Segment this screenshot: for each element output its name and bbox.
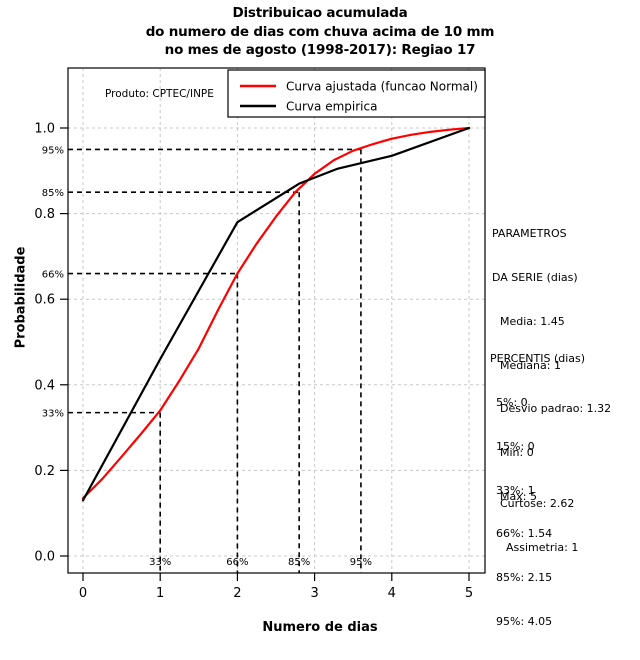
y-tick-label: 0.0 bbox=[34, 550, 55, 565]
percentil-85: 85%: 2.15 bbox=[496, 571, 553, 585]
produto-label: Produto: CPTEC/INPE bbox=[105, 88, 214, 100]
x-tick-label: 5 bbox=[465, 586, 473, 601]
y-tick-label: 0.2 bbox=[34, 464, 55, 479]
parameter-max: Max: 5 bbox=[500, 489, 537, 503]
percentis-heading: PERCENTIS (dias) bbox=[490, 352, 586, 366]
percentile-label-y: 66% bbox=[42, 270, 64, 281]
series-line bbox=[81, 126, 471, 500]
legend-box bbox=[227, 69, 486, 118]
y-tick-label: 0.8 bbox=[34, 207, 55, 222]
percentile-label-x: 33% bbox=[149, 557, 171, 568]
series-line bbox=[81, 126, 471, 502]
legend-label: Curva ajustada (funcao Normal) bbox=[286, 80, 478, 94]
percentis-panel: PERCENTIS (dias) 5%: 0 15%: 0 33%: 1 66%… bbox=[490, 323, 585, 659]
chart-title: Distribuicao acumulada do numero de dias… bbox=[0, 4, 640, 60]
percentile-label-x: 85% bbox=[288, 557, 310, 568]
y-axis-title: Probabilidade bbox=[13, 246, 29, 349]
x-tick-label: 2 bbox=[233, 586, 241, 601]
title-line-1: Distribuicao acumulada bbox=[232, 5, 408, 21]
plot-frame bbox=[67, 67, 486, 574]
percentile-label-y: 85% bbox=[42, 188, 64, 199]
stat-assimetria: Assimetria: 1 bbox=[506, 540, 579, 554]
percentile-label-y: 95% bbox=[42, 145, 64, 156]
title-line-3: no mes de agosto (1998-2017): Regiao 17 bbox=[164, 42, 476, 58]
y-tick-label: 0.6 bbox=[34, 293, 55, 308]
legend-label: Curva empirica bbox=[286, 100, 377, 114]
x-tick-label: 3 bbox=[310, 586, 318, 601]
stats-panel: Curtose: 2.62 Assimetria: 1 bbox=[500, 468, 578, 585]
parameters-heading-1: PARAMETROS bbox=[492, 227, 567, 241]
parameters-panel: PARAMETROS DA SERIE (dias) Media: 1.45 M… bbox=[492, 198, 611, 534]
percentil-15: 15%: 0 bbox=[496, 439, 535, 453]
percentil-33: 33%: 1 bbox=[496, 483, 535, 497]
percentile-guides bbox=[68, 148, 362, 573]
parameter-mediana: Mediana: 1 bbox=[500, 358, 561, 372]
percentil-66: 66%: 1.54 bbox=[496, 527, 553, 541]
percentile-label-x: 66% bbox=[226, 557, 248, 568]
parameter-desvio-padrao: Desvio padrao: 1.32 bbox=[500, 402, 612, 416]
x-tick-label: 4 bbox=[388, 586, 396, 601]
percentil-5: 5%: 0 bbox=[496, 395, 528, 409]
percentil-95: 95%: 4.05 bbox=[496, 614, 553, 628]
percentile-label-y: 33% bbox=[42, 409, 64, 420]
percentile-label-x: 95% bbox=[350, 557, 372, 568]
parameter-media: Media: 1.45 bbox=[500, 314, 565, 328]
stat-curtose: Curtose: 2.62 bbox=[500, 497, 575, 511]
y-tick-label: 1.0 bbox=[34, 122, 55, 137]
parameters-heading-2: DA SERIE (dias) bbox=[492, 270, 578, 284]
x-tick-label: 0 bbox=[79, 586, 87, 601]
x-tick-label: 1 bbox=[156, 586, 164, 601]
x-axis-title: Numero de dias bbox=[262, 620, 378, 635]
y-tick-label: 0.4 bbox=[34, 378, 55, 393]
title-line-2: do numero de dias com chuva acima de 10 … bbox=[145, 23, 495, 40]
parameter-min: Min: 0 bbox=[500, 446, 534, 460]
